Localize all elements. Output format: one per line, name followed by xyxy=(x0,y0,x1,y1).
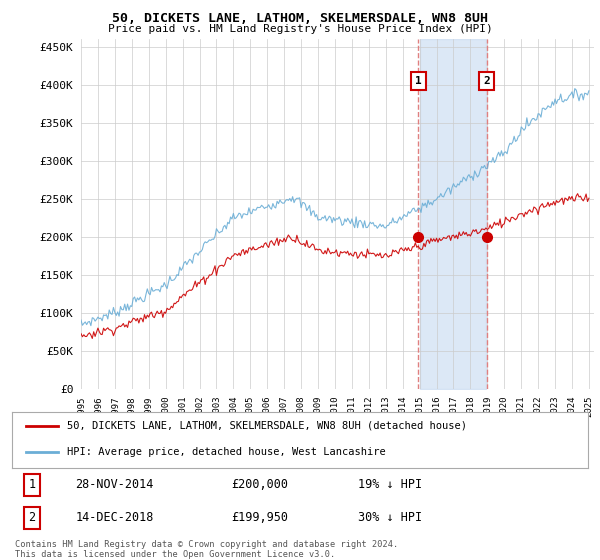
Text: £199,950: £199,950 xyxy=(231,511,288,525)
Text: 28-NOV-2014: 28-NOV-2014 xyxy=(76,478,154,492)
Text: 14-DEC-2018: 14-DEC-2018 xyxy=(76,511,154,525)
Text: 2: 2 xyxy=(483,76,490,86)
Text: 30% ↓ HPI: 30% ↓ HPI xyxy=(358,511,422,525)
Text: HPI: Average price, detached house, West Lancashire: HPI: Average price, detached house, West… xyxy=(67,447,385,457)
Text: Price paid vs. HM Land Registry's House Price Index (HPI): Price paid vs. HM Land Registry's House … xyxy=(107,24,493,34)
Text: £200,000: £200,000 xyxy=(231,478,288,492)
Text: 19% ↓ HPI: 19% ↓ HPI xyxy=(358,478,422,492)
Text: 1: 1 xyxy=(415,76,422,86)
Text: 2: 2 xyxy=(29,511,36,525)
Text: 50, DICKETS LANE, LATHOM, SKELMERSDALE, WN8 8UH (detached house): 50, DICKETS LANE, LATHOM, SKELMERSDALE, … xyxy=(67,421,467,431)
Text: Contains HM Land Registry data © Crown copyright and database right 2024.
This d: Contains HM Land Registry data © Crown c… xyxy=(15,540,398,559)
Text: 50, DICKETS LANE, LATHOM, SKELMERSDALE, WN8 8UH: 50, DICKETS LANE, LATHOM, SKELMERSDALE, … xyxy=(112,12,488,25)
Text: 1: 1 xyxy=(29,478,36,492)
